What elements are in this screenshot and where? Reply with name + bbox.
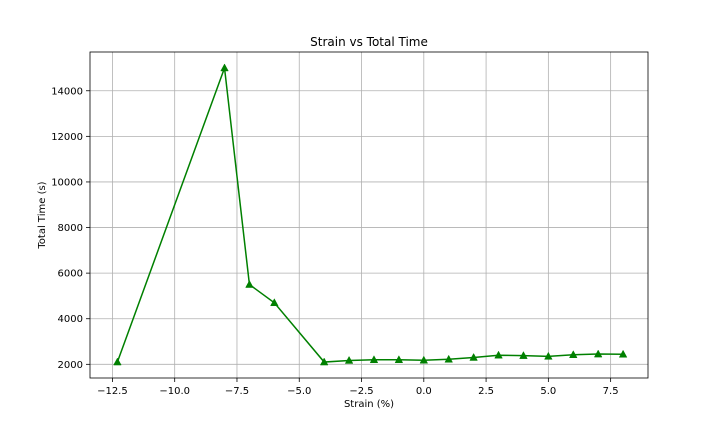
data-point-marker [245,280,254,288]
y-axis: 2000 4000 6000 8000 10000 12000 14000 [51,86,90,371]
x-tick-label: −5.0 [287,386,311,397]
plot-frame [89,51,649,379]
y-tick-label: 2000 [58,360,83,371]
data-point-marker [544,351,553,360]
x-tick-label: −12.5 [97,386,128,397]
x-axis-label: Strain (%) [344,399,394,410]
data-point-marker [444,354,453,363]
y-tick-label: 10000 [51,177,83,188]
data-point-marker [419,355,429,364]
data-point-marker [394,355,404,364]
data-point-marker [469,352,478,361]
y-tick-label: 6000 [58,269,83,280]
data-point-marker [270,298,279,307]
series-line [116,67,624,363]
data-point-marker [593,349,603,358]
series-layer [113,63,628,366]
x-tick-label: −7.5 [225,386,249,397]
data-point-marker [319,357,329,366]
data-point-marker [519,351,528,359]
x-tick-label: 2.5 [478,386,494,397]
y-tick-label: 12000 [51,132,83,143]
x-tick-label: 0.0 [416,386,432,397]
data-point-marker [494,350,503,359]
y-tick-label: 8000 [58,223,83,234]
y-axis-label: Total Time (s) [37,181,48,249]
x-tick-label: 7.5 [603,386,619,397]
data-point-marker [369,355,379,364]
y-tick-label: 14000 [51,86,83,97]
x-tick-label: −2.5 [349,386,373,397]
x-tick-label: 5.0 [540,386,556,397]
chart-title: Strain vs Total Time [310,35,428,49]
y-tick-label: 4000 [58,314,83,325]
data-point-marker [344,355,354,364]
data-point-marker [569,350,578,358]
grid [90,52,648,378]
data-point-marker [220,63,229,72]
x-axis: −12.5 −10.0 −7.5 −5.0 −2.5 0.0 2.5 5.0 7.5 [97,378,619,397]
data-point-marker [113,357,122,366]
x-tick-label: −10.0 [159,386,190,397]
data-point-marker [618,349,628,358]
